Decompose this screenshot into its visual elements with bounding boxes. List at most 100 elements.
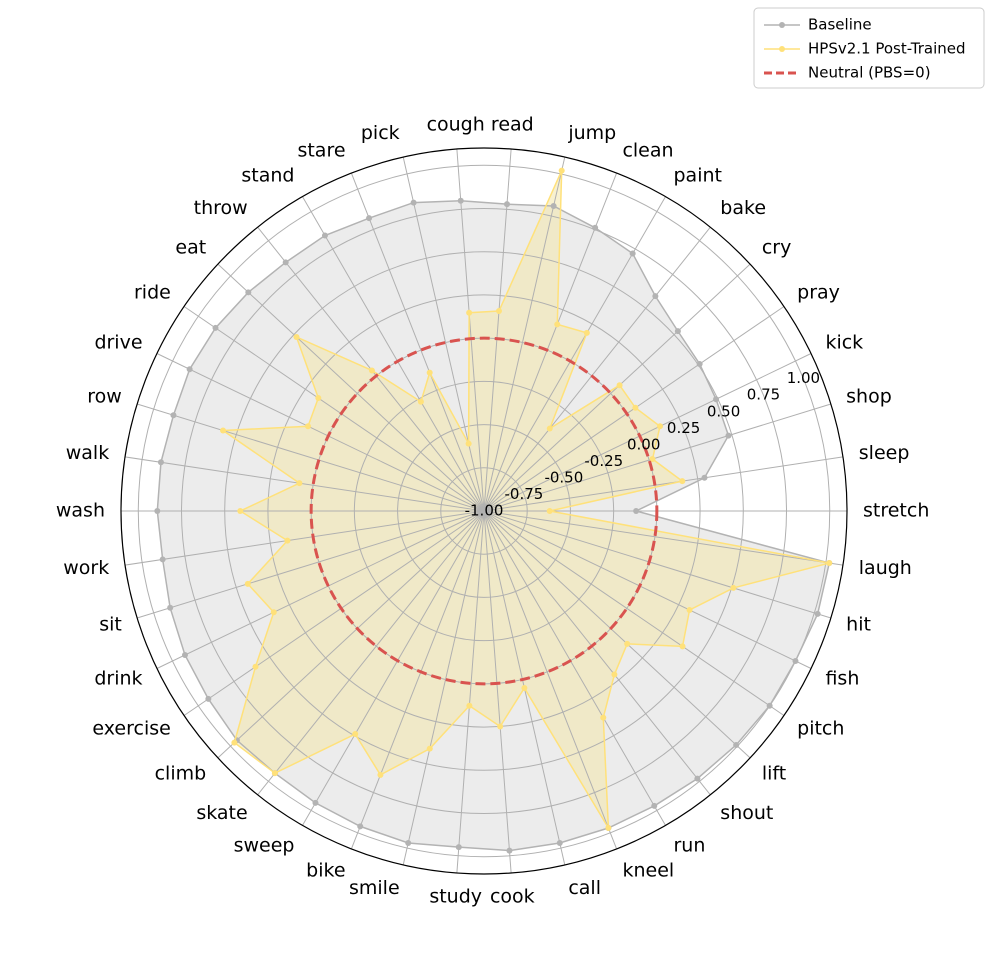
legend-label: HPSv2.1 Post-Trained — [808, 40, 966, 58]
series-area — [223, 170, 830, 828]
series-marker — [405, 839, 412, 846]
category-label: walk — [66, 442, 109, 464]
series-marker — [632, 404, 639, 411]
spoke — [136, 510, 485, 619]
category-label: throw — [194, 197, 248, 219]
r-tick-label: 0.00 — [627, 435, 660, 453]
category-label: laugh — [859, 557, 912, 579]
legend-marker — [779, 46, 785, 52]
category-label: shout — [720, 802, 773, 824]
spoke — [302, 510, 485, 826]
series-marker — [701, 474, 708, 481]
category-label: call — [568, 877, 601, 899]
category-label: bike — [306, 860, 345, 882]
r-tick-label: -0.50 — [544, 468, 583, 486]
spoke — [402, 156, 485, 512]
spoke — [124, 456, 485, 512]
spoke — [483, 148, 512, 512]
series-marker — [305, 423, 312, 430]
category-label: clean — [622, 139, 673, 161]
series-marker — [497, 723, 504, 730]
category-label: pick — [361, 122, 400, 144]
r-tick-label: 0.25 — [667, 419, 700, 437]
series-marker — [696, 360, 703, 367]
category-label: read — [491, 114, 534, 136]
series-marker — [495, 308, 502, 315]
series-marker — [417, 398, 424, 405]
series-marker — [558, 167, 565, 174]
spoke — [183, 510, 485, 716]
series-marker — [465, 440, 472, 447]
series-marker — [814, 610, 821, 617]
series-marker — [186, 366, 193, 373]
series-marker — [231, 739, 238, 746]
series-marker — [466, 309, 473, 316]
category-label: drink — [94, 667, 142, 689]
spoke — [402, 510, 485, 866]
series-marker — [826, 560, 833, 567]
category-label: pitch — [797, 718, 844, 740]
series-marker — [426, 369, 433, 376]
series-marker — [649, 456, 656, 463]
category-label: study — [429, 885, 482, 907]
spoke — [483, 353, 812, 512]
spoke — [302, 196, 485, 512]
category-label: row — [87, 385, 122, 407]
series-marker — [282, 259, 289, 266]
series-marker — [792, 657, 799, 664]
category-label: skate — [196, 802, 247, 824]
series-marker — [157, 459, 164, 466]
series-marker — [506, 847, 513, 854]
spoke — [217, 510, 485, 759]
category-label: exercise — [92, 718, 170, 740]
category-label: pray — [797, 281, 840, 303]
r-tick-label: -1.00 — [465, 502, 504, 520]
series-marker — [205, 695, 212, 702]
spoke — [456, 510, 485, 874]
spoke — [483, 510, 711, 796]
legend: Baseline HPSv2.1 Post-Trained Neutral (PBS… — [753, 7, 985, 89]
category-label: kneel — [622, 860, 674, 882]
spoke — [483, 403, 832, 512]
series-marker — [679, 643, 686, 650]
spoke — [483, 510, 785, 716]
category-label: paint — [674, 164, 722, 186]
series-marker — [455, 844, 462, 851]
spoke — [483, 510, 751, 759]
series-marker — [293, 333, 300, 340]
category-label: shop — [846, 385, 892, 407]
category-label: cook — [490, 885, 535, 907]
category-label: climb — [155, 763, 207, 785]
category-label: lift — [762, 763, 786, 785]
legend-marker — [779, 22, 785, 28]
category-label: run — [674, 835, 706, 857]
series-marker — [600, 714, 607, 721]
series-marker — [733, 741, 740, 748]
series-marker — [457, 197, 464, 204]
series-marker — [321, 232, 328, 239]
series-marker — [605, 824, 612, 831]
category-label: stare — [297, 139, 345, 161]
legend-box — [753, 7, 985, 89]
legend-label: Baseline — [808, 16, 872, 34]
series-marker — [245, 289, 252, 296]
r-tick-label: 0.75 — [747, 386, 780, 404]
category-label: wash — [56, 500, 105, 522]
series-marker — [651, 802, 658, 809]
category-label: sleep — [859, 442, 910, 464]
spoke — [483, 510, 832, 619]
series-marker — [410, 199, 417, 206]
series-marker — [220, 427, 227, 434]
series-marker — [686, 606, 693, 613]
series-marker — [546, 508, 553, 514]
spoke — [183, 306, 485, 512]
reference-line — [309, 336, 659, 686]
series-marker — [212, 324, 219, 331]
category-label: jump — [567, 122, 616, 144]
series-marker — [270, 609, 277, 616]
series-marker — [583, 329, 590, 336]
category-label: hit — [846, 614, 871, 636]
series-marker — [556, 839, 563, 846]
series-marker — [237, 508, 244, 514]
category-label: cough — [427, 114, 485, 136]
